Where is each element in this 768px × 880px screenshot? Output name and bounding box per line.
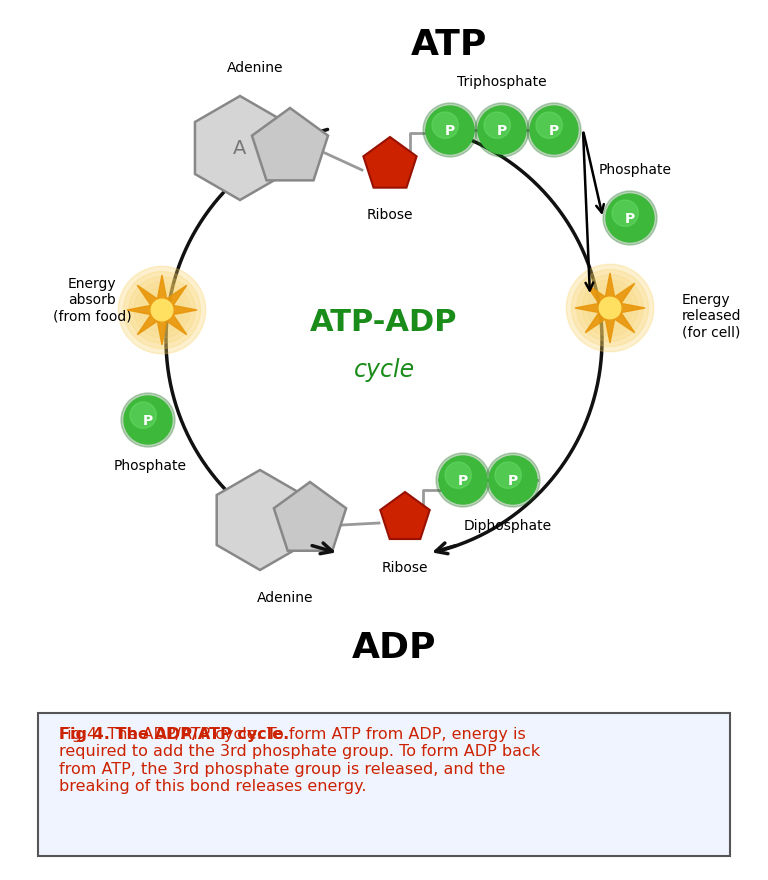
Circle shape [566, 264, 654, 352]
Circle shape [124, 272, 200, 348]
Polygon shape [127, 275, 197, 345]
Text: Adenine: Adenine [257, 591, 313, 605]
Text: ATP: ATP [411, 28, 487, 62]
Text: Diphosphate: Diphosphate [464, 519, 552, 533]
Circle shape [571, 269, 648, 347]
Circle shape [612, 200, 638, 226]
Polygon shape [217, 470, 303, 570]
Circle shape [606, 194, 654, 242]
Circle shape [445, 462, 472, 488]
Circle shape [489, 456, 537, 504]
Polygon shape [575, 273, 645, 343]
Circle shape [478, 106, 526, 154]
Circle shape [582, 280, 638, 336]
Circle shape [588, 285, 633, 331]
Circle shape [603, 191, 657, 245]
Circle shape [130, 402, 157, 429]
Polygon shape [380, 492, 430, 539]
Text: Adenine: Adenine [227, 61, 283, 75]
Text: P: P [625, 212, 635, 226]
Polygon shape [363, 137, 416, 187]
Circle shape [426, 106, 474, 154]
Polygon shape [252, 108, 328, 180]
Text: ATP-ADP: ATP-ADP [310, 307, 458, 336]
Text: Triphosphate: Triphosphate [457, 75, 547, 89]
Text: P: P [508, 474, 518, 488]
Text: P: P [497, 124, 507, 138]
Text: Fig 4. The ADP/ATP cycle. To form ATP from ADP, energy is
required to add the 3r: Fig 4. The ADP/ATP cycle. To form ATP fr… [59, 727, 540, 794]
Circle shape [527, 103, 581, 157]
Text: Phosphate: Phosphate [598, 163, 671, 177]
Text: P: P [549, 124, 559, 138]
Text: P: P [143, 414, 153, 428]
Text: Ribose: Ribose [382, 561, 429, 575]
Circle shape [599, 297, 621, 319]
Polygon shape [274, 482, 346, 551]
Circle shape [495, 462, 521, 488]
Text: Phosphate: Phosphate [114, 459, 187, 473]
Circle shape [134, 282, 190, 338]
Circle shape [475, 103, 529, 157]
Circle shape [423, 103, 477, 157]
Circle shape [530, 106, 578, 154]
FancyBboxPatch shape [38, 713, 730, 856]
Text: P: P [458, 474, 468, 488]
Text: Fig 4. The ADP/ATP cycle.: Fig 4. The ADP/ATP cycle. [59, 727, 290, 742]
Circle shape [536, 112, 562, 138]
Text: Energy
released
(for cell): Energy released (for cell) [682, 293, 741, 339]
Circle shape [436, 453, 490, 507]
Text: cycle: cycle [353, 358, 415, 382]
Text: Ribose: Ribose [367, 208, 413, 222]
Circle shape [139, 287, 185, 333]
Circle shape [118, 267, 206, 354]
Circle shape [151, 299, 173, 321]
Circle shape [486, 453, 540, 507]
Circle shape [121, 393, 175, 447]
Circle shape [577, 275, 644, 341]
Circle shape [124, 396, 172, 444]
Text: A: A [233, 138, 247, 158]
Text: P: P [445, 124, 455, 138]
Circle shape [432, 112, 458, 138]
Text: Energy
absorb
(from food): Energy absorb (from food) [53, 277, 131, 323]
Polygon shape [195, 96, 285, 200]
Circle shape [439, 456, 487, 504]
Circle shape [484, 112, 511, 138]
Text: ADP: ADP [352, 631, 436, 665]
Circle shape [129, 276, 195, 343]
